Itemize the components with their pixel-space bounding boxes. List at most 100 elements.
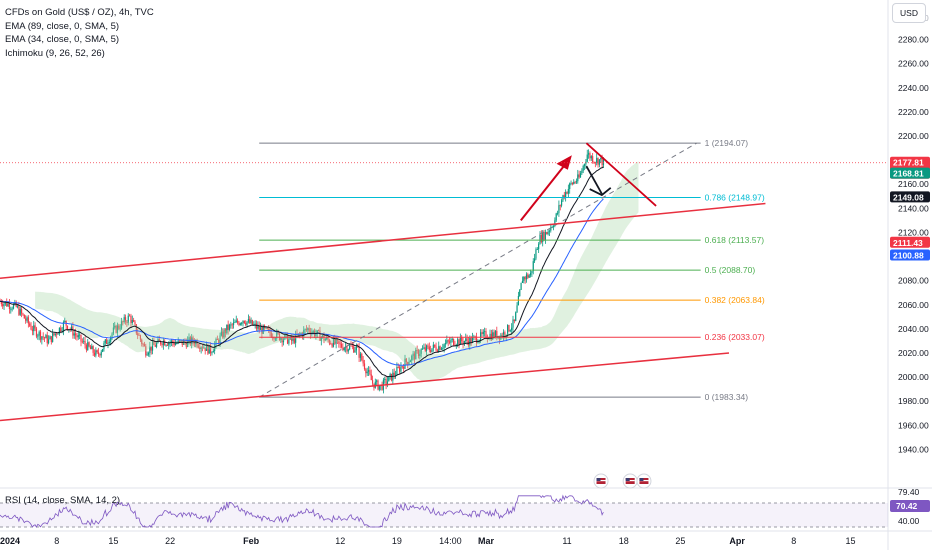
fib-level-label: 0.786 (2148.97) <box>705 193 765 203</box>
candle <box>426 345 428 351</box>
candle <box>354 350 356 353</box>
candle <box>212 350 214 353</box>
candle <box>511 327 513 331</box>
candle <box>45 335 47 339</box>
candle <box>46 335 48 344</box>
candle <box>528 275 530 278</box>
candle <box>107 342 109 344</box>
candle <box>0 301 2 305</box>
candle <box>565 192 567 198</box>
down-projection-line <box>585 142 657 207</box>
candle <box>41 336 43 340</box>
y-tick-label: 2240.00 <box>898 83 929 93</box>
currency-button[interactable]: USD <box>892 3 926 23</box>
candle <box>224 329 227 334</box>
candle <box>534 258 536 262</box>
candle <box>416 349 418 351</box>
candle <box>409 360 411 363</box>
candle <box>196 340 198 347</box>
candle <box>432 344 434 349</box>
rsi-legend[interactable]: RSI (14, close, SMA, 14, 2) <box>5 495 121 506</box>
candle <box>332 338 335 347</box>
candle <box>215 339 217 345</box>
candle <box>336 339 339 341</box>
us-flag-event-icon <box>596 480 606 482</box>
candle <box>436 350 438 352</box>
fib-level-label: 0 (1983.34) <box>705 392 749 402</box>
candle <box>401 366 403 368</box>
candle <box>575 181 578 183</box>
candle <box>547 231 549 235</box>
candle <box>304 329 306 330</box>
candle <box>270 333 272 338</box>
candle <box>561 200 563 206</box>
candle <box>156 342 158 347</box>
candle <box>480 332 482 341</box>
candle <box>50 336 52 342</box>
candle <box>407 361 409 365</box>
candle <box>420 349 422 354</box>
candle <box>330 343 332 345</box>
ichimoku-cloud <box>35 161 639 382</box>
candle <box>26 317 28 321</box>
y-tick-label: 2020.00 <box>898 348 929 358</box>
x-tick-label: 22 <box>165 536 175 546</box>
candle <box>99 354 101 356</box>
x-tick-label: 14:00 <box>439 536 462 546</box>
ema-34-legend[interactable]: EMA (34, close, 0, SMA, 5) <box>5 34 120 45</box>
candle <box>369 370 371 375</box>
ichimoku-legend[interactable]: Ichimoku (9, 26, 52, 26) <box>5 47 105 59</box>
x-tick-label: 15 <box>845 536 855 546</box>
us-flag-event-icon <box>625 478 630 481</box>
y-tick-label: 2000.00 <box>898 372 929 382</box>
x-tick-label: 8 <box>791 536 796 546</box>
candle <box>154 345 156 347</box>
candle <box>588 153 590 155</box>
candle <box>238 322 240 326</box>
rsi-value-label: 70.42 <box>896 501 918 511</box>
candle <box>291 336 293 341</box>
candle <box>170 340 173 343</box>
candle <box>79 334 81 336</box>
candle <box>56 333 58 335</box>
candle <box>100 351 102 356</box>
candle <box>118 325 120 329</box>
candle <box>193 341 195 345</box>
candle <box>139 335 141 340</box>
candle <box>53 333 55 335</box>
candle <box>428 346 430 351</box>
candle <box>30 325 32 330</box>
candle <box>461 336 463 342</box>
candle <box>346 346 348 352</box>
candle <box>300 333 302 335</box>
candle <box>592 156 594 163</box>
ema-89-legend[interactable]: EMA (89, close, 0, SMA, 5) <box>5 20 120 32</box>
candle <box>536 249 538 251</box>
pullback-arrow-shaft <box>585 165 603 195</box>
candle <box>23 314 25 319</box>
y-tick-label: 2280.00 <box>898 35 929 45</box>
fib-level-label: 0.382 (2063.84) <box>705 295 765 305</box>
candle <box>583 164 586 166</box>
candle <box>363 363 366 370</box>
indicator-legend: CFDs on Gold (US$ / OZ), 4h, TVC EMA (89… <box>5 6 154 60</box>
up-arrow-shaft <box>520 159 570 221</box>
candle <box>385 379 387 385</box>
candle <box>88 342 90 347</box>
candle <box>378 386 380 390</box>
candle <box>14 301 16 305</box>
candle <box>158 339 160 341</box>
candle <box>397 367 399 368</box>
candle <box>185 342 187 347</box>
candle <box>83 340 85 342</box>
x-tick-label: 15 <box>108 536 118 546</box>
candle <box>61 330 63 332</box>
candle <box>324 339 326 341</box>
candle <box>602 158 605 166</box>
candle <box>508 325 510 332</box>
price-label-value: 2177.81 <box>893 158 924 168</box>
candle <box>339 343 341 345</box>
symbol-title[interactable]: CFDs on Gold (US$ / OZ), 4h, TVC <box>5 7 154 18</box>
candle <box>374 381 376 388</box>
